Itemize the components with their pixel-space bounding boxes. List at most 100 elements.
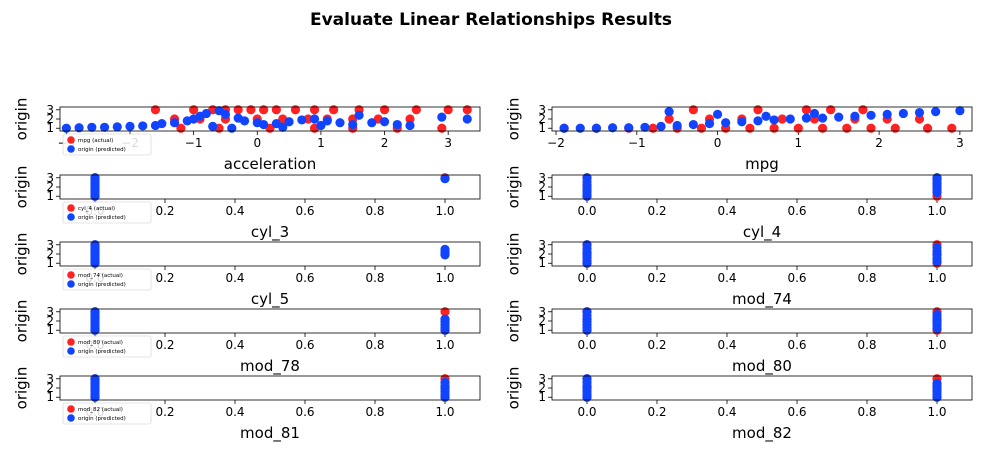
actual-point (437, 123, 447, 133)
x-tick-label: 2 (875, 136, 883, 150)
y-axis-label: origin (13, 300, 31, 343)
predicted-point (582, 374, 592, 384)
y-tick-label: 3 (46, 103, 54, 117)
legend-box (62, 133, 152, 156)
actual-point (745, 123, 755, 133)
x-tick-label: 1.0 (435, 405, 454, 419)
x-tick-label: 0.8 (365, 204, 384, 218)
predicted-point (440, 244, 450, 254)
actual-point (866, 123, 876, 133)
subplot-6: 0.0 0.2 0.4 0.6 0.8 1.0 123 mod_74 origin (505, 233, 973, 309)
axes-frame (59, 174, 481, 200)
legend-box (62, 402, 152, 425)
predicted-point (112, 122, 122, 132)
y-tick-label: 2 (538, 247, 546, 261)
predicted-point (850, 111, 860, 121)
x-tick-label: −1 (628, 136, 646, 150)
legend-actual-marker (67, 338, 75, 346)
predicted-point (259, 119, 269, 130)
predicted-point (664, 107, 674, 117)
predicted-point (704, 119, 715, 129)
legend-box (62, 335, 152, 358)
predicted-point (817, 113, 828, 123)
predicted-point (932, 173, 942, 183)
legend-predicted-label: origin (predicted) (78, 282, 126, 288)
predicted-point (582, 307, 592, 317)
legend-actual-label: mod_74 (actual) (78, 273, 123, 279)
legend-predicted-label: origin (predicted) (78, 215, 126, 221)
predicted-point (914, 107, 925, 118)
x-tick-label: 0.2 (155, 204, 174, 218)
predicted-point (220, 109, 231, 119)
y-tick-label: 2 (46, 247, 54, 261)
legend-actual-label: cyl_4 (actual) (78, 206, 115, 212)
predicted-point (656, 121, 666, 131)
predicted-point (239, 116, 250, 126)
x-tick-label: 1.0 (927, 271, 946, 285)
y-tick-label: 1 (46, 323, 54, 337)
y-tick-label: 1 (538, 256, 546, 270)
actual-point (696, 123, 707, 133)
plot-area (90, 307, 450, 335)
y-axis-label: origin (13, 98, 31, 141)
predicted-point (932, 309, 942, 320)
predicted-point (227, 123, 237, 133)
predicted-point (392, 119, 402, 130)
x-axis-label: mpg (745, 155, 779, 173)
x-tick-label: 0.6 (295, 405, 314, 419)
y-axis-label: origin (13, 367, 31, 410)
x-tick-label: 1.0 (927, 204, 946, 218)
y-axis-label: origin (505, 233, 523, 276)
x-tick-label: 0.6 (787, 204, 806, 218)
y-tick-label: 3 (538, 372, 546, 386)
x-tick-label: 1.0 (435, 338, 454, 352)
y-tick-label: 3 (46, 238, 54, 252)
actual-point (648, 123, 658, 133)
x-tick-label: 0.8 (857, 271, 876, 285)
predicted-point (801, 113, 812, 123)
y-tick-label: 2 (46, 381, 54, 395)
axes-frame (551, 241, 973, 267)
legend-actual-label: mpg (actual) (78, 138, 113, 144)
legend: mpg (actual) origin (predicted) (62, 133, 152, 156)
actual-point (842, 123, 852, 133)
actual-point (233, 105, 243, 115)
legend: cyl_4 (actual) origin (predicted) (62, 201, 152, 224)
y-tick-label: 1 (538, 323, 546, 337)
actual-point (443, 105, 453, 115)
x-tick-label: 0.8 (857, 338, 876, 352)
predicted-point (785, 114, 795, 124)
legend-box (62, 268, 152, 291)
predicted-point (405, 120, 415, 131)
x-tick-label: 1.0 (927, 405, 946, 419)
plot-area (582, 307, 942, 335)
axes-frame (59, 375, 481, 401)
predicted-point (809, 108, 820, 119)
predicted-point (882, 109, 892, 119)
x-tick-label: 0.0 (577, 204, 596, 218)
x-tick-label: 0.6 (295, 271, 314, 285)
legend-box (62, 201, 152, 224)
x-tick-label: 0.0 (577, 405, 596, 419)
legend-predicted-label: origin (predicted) (78, 416, 126, 422)
predicted-point (688, 119, 698, 130)
axes-frame (59, 106, 481, 132)
actual-point (947, 123, 957, 133)
predicted-point (379, 117, 390, 127)
actual-point (753, 105, 763, 115)
y-tick-label: 2 (46, 180, 54, 194)
figure-title: Evaluate Linear Relationships Results (310, 10, 672, 30)
predicted-point (278, 122, 288, 132)
plot-area (90, 240, 450, 268)
y-tick-label: 1 (46, 390, 54, 404)
x-tick-label: 0.4 (225, 405, 244, 419)
x-tick-label: 0 (253, 136, 261, 150)
legend-actual-marker (67, 405, 75, 413)
predicted-point (582, 173, 592, 183)
legend-predicted-marker (67, 414, 75, 422)
predicted-point (437, 112, 447, 122)
y-tick-label: 3 (538, 305, 546, 319)
actual-point (271, 105, 281, 115)
predicted-point (138, 121, 148, 131)
